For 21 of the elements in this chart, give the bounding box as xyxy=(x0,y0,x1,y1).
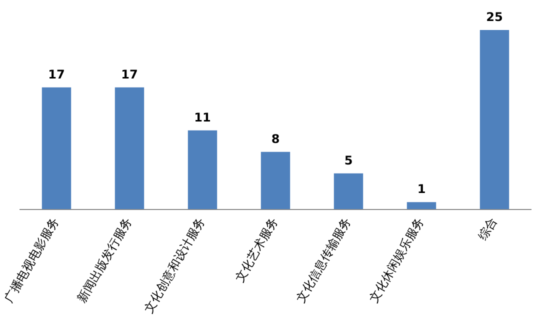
data-label: 1 xyxy=(417,182,426,196)
data-label: 11 xyxy=(194,110,211,125)
data-label: 17 xyxy=(121,67,138,82)
bar xyxy=(188,130,218,210)
x-tick-label: 广播电视电影服务 xyxy=(2,214,62,306)
x-tick-label: 文化创意和设计服务 xyxy=(142,214,208,316)
data-label: 8 xyxy=(271,132,280,146)
x-tick-label: 文化信息传输服务 xyxy=(294,214,354,306)
data-label: 5 xyxy=(344,154,353,168)
x-tick-label: 文化艺术服务 xyxy=(232,214,281,284)
x-tick-label: 文化休闲娱乐服务 xyxy=(366,214,427,306)
bar xyxy=(42,87,72,210)
bar xyxy=(480,30,510,210)
bar xyxy=(114,87,144,210)
x-tick-label: 新闻出版发行服务 xyxy=(74,214,135,306)
bar xyxy=(406,202,436,210)
bar xyxy=(260,152,290,210)
x-tick-label: 综合 xyxy=(476,214,500,243)
bar xyxy=(334,173,364,210)
data-label: 17 xyxy=(48,67,65,82)
data-label: 25 xyxy=(486,10,503,24)
